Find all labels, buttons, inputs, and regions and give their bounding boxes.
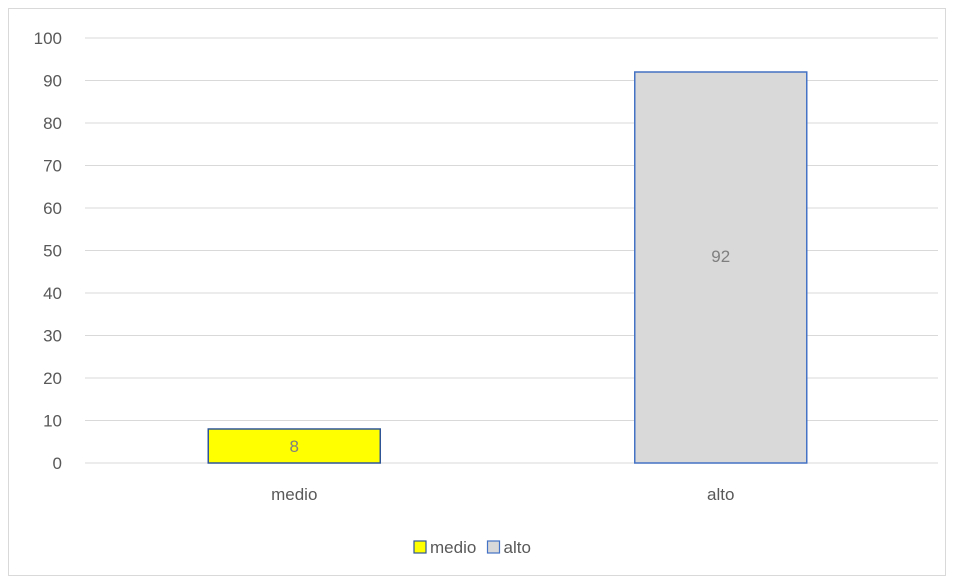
legend: medio alto bbox=[413, 538, 531, 557]
y-tick-label-10: 10 bbox=[43, 412, 62, 431]
y-tick-label-0: 0 bbox=[53, 454, 62, 473]
y-tick-label-100: 100 bbox=[34, 29, 62, 48]
data-label-alto: 92 bbox=[711, 247, 730, 266]
bars: 8 92 bbox=[207, 71, 808, 464]
y-tick-label-90: 90 bbox=[43, 72, 62, 91]
y-tick-label-80: 80 bbox=[43, 114, 62, 133]
bar-alto bbox=[634, 71, 808, 464]
y-tick-label-40: 40 bbox=[43, 284, 62, 303]
y-tick-label-60: 60 bbox=[43, 199, 62, 218]
y-tick-label-70: 70 bbox=[43, 157, 62, 176]
legend-swatch-alto bbox=[486, 540, 501, 554]
legend-label-medio: medio bbox=[430, 538, 476, 557]
data-label-medio: 8 bbox=[290, 437, 299, 456]
legend-label-alto: alto bbox=[504, 538, 531, 557]
y-axis-ticks: 0 10 20 30 40 50 60 70 80 90 100 bbox=[34, 29, 62, 473]
x-axis-ticks: medio alto bbox=[271, 485, 734, 504]
legend-swatch-medio bbox=[413, 540, 427, 554]
gridlines bbox=[85, 37, 938, 464]
x-tick-label-alto: alto bbox=[707, 485, 734, 504]
y-tick-label-30: 30 bbox=[43, 327, 62, 346]
y-tick-label-20: 20 bbox=[43, 369, 62, 388]
x-tick-label-medio: medio bbox=[271, 485, 317, 504]
bar-medio bbox=[207, 428, 381, 464]
y-tick-label-50: 50 bbox=[43, 242, 62, 261]
